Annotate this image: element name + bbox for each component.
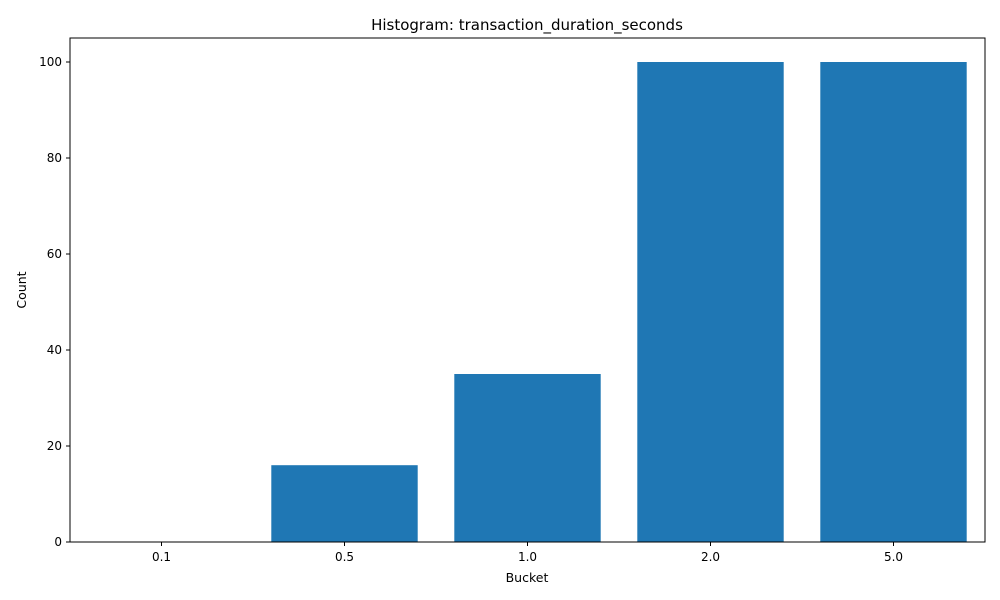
x-tick-label: 0.1 [152,550,171,564]
y-tick-label: 20 [47,439,62,453]
y-tick-label: 80 [47,151,62,165]
y-tick-label: 0 [54,535,62,549]
bar-1.0 [454,374,601,542]
bar-0.5 [271,465,418,542]
bar-2.0 [637,62,784,542]
x-tick-label: 0.5 [335,550,354,564]
y-tick-label: 100 [39,55,62,69]
x-axis-label: Bucket [506,570,549,585]
x-tick-label: 2.0 [701,550,720,564]
y-tick-label: 40 [47,343,62,357]
x-tick-label: 1.0 [518,550,537,564]
bars-layer [271,62,967,542]
plot-frame [69,37,986,543]
chart-title: Histogram: transaction_duration_seconds [371,16,683,35]
x-tick-label: 5.0 [884,550,903,564]
y-axis-label: Count [14,271,29,308]
y-tick-label: 60 [47,247,62,261]
bar-5.0 [820,62,967,542]
ticks-layer: 0.1 0.5 1.0 2.0 5.0 0 20 40 60 80 100 [39,55,903,564]
